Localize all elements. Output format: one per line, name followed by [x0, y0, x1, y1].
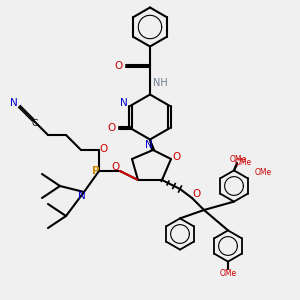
Polygon shape [119, 171, 138, 180]
Text: OMe: OMe [234, 158, 252, 167]
Text: O: O [172, 152, 181, 162]
Text: P: P [92, 166, 100, 176]
Text: NH: NH [153, 77, 168, 88]
Polygon shape [150, 140, 154, 150]
Text: OMe: OMe [255, 168, 272, 177]
Text: O: O [111, 162, 120, 172]
Text: O: O [114, 61, 123, 71]
Text: N: N [78, 190, 86, 201]
Text: OMe: OMe [230, 154, 247, 164]
Text: OMe: OMe [219, 268, 237, 278]
Text: O: O [192, 189, 201, 200]
Text: O: O [108, 123, 116, 133]
Text: N: N [120, 98, 128, 108]
Text: O: O [99, 143, 108, 154]
Text: C: C [32, 119, 38, 128]
Text: N: N [10, 98, 18, 109]
Text: N: N [145, 140, 152, 150]
